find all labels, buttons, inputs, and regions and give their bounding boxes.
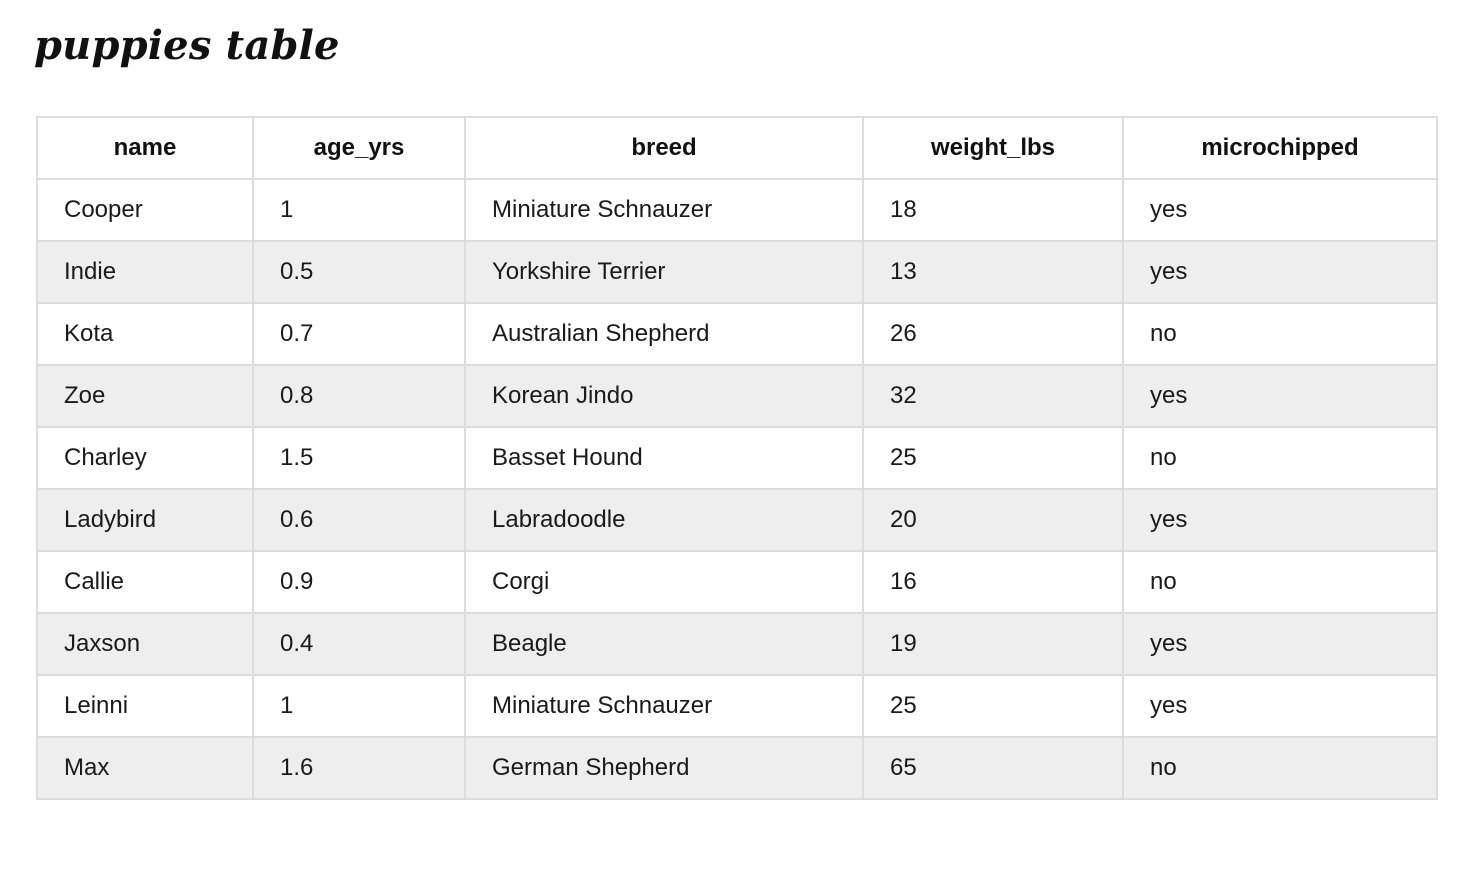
table-row: Max 1.6 German Shepherd 65 no (36, 736, 1438, 800)
cell-name: Charley (36, 426, 254, 490)
cell-breed: Labradoodle (464, 488, 864, 552)
cell-age-yrs: 1 (252, 674, 466, 738)
column-header-breed: breed (464, 116, 864, 180)
cell-name: Cooper (36, 178, 254, 242)
cell-age-yrs: 1 (252, 178, 466, 242)
cell-name: Max (36, 736, 254, 800)
cell-name: Ladybird (36, 488, 254, 552)
cell-breed: Miniature Schnauzer (464, 674, 864, 738)
cell-weight-lbs: 25 (862, 674, 1124, 738)
cell-microchipped: yes (1122, 488, 1438, 552)
cell-age-yrs: 1.6 (252, 736, 466, 800)
column-header-weight-lbs: weight_lbs (862, 116, 1124, 180)
cell-weight-lbs: 19 (862, 612, 1124, 676)
cell-microchipped: yes (1122, 364, 1438, 428)
column-header-microchipped: microchipped (1122, 116, 1438, 180)
cell-age-yrs: 0.7 (252, 302, 466, 366)
header-row: name age_yrs breed weight_lbs microchipp… (36, 116, 1438, 180)
cell-microchipped: no (1122, 302, 1438, 366)
cell-microchipped: yes (1122, 612, 1438, 676)
cell-weight-lbs: 32 (862, 364, 1124, 428)
cell-microchipped: yes (1122, 674, 1438, 738)
table-row: Leinni 1 Miniature Schnauzer 25 yes (36, 674, 1438, 738)
cell-breed: Basset Hound (464, 426, 864, 490)
cell-breed: German Shepherd (464, 736, 864, 800)
cell-name: Zoe (36, 364, 254, 428)
cell-weight-lbs: 26 (862, 302, 1124, 366)
cell-weight-lbs: 18 (862, 178, 1124, 242)
cell-name: Indie (36, 240, 254, 304)
column-header-name: name (36, 116, 254, 180)
cell-microchipped: no (1122, 426, 1438, 490)
table-row: Ladybird 0.6 Labradoodle 20 yes (36, 488, 1438, 552)
cell-microchipped: no (1122, 736, 1438, 800)
table-row: Charley 1.5 Basset Hound 25 no (36, 426, 1438, 490)
cell-weight-lbs: 13 (862, 240, 1124, 304)
table-row: Indie 0.5 Yorkshire Terrier 13 yes (36, 240, 1438, 304)
cell-name: Callie (36, 550, 254, 614)
page-title: puppies table (34, 22, 340, 69)
cell-breed: Yorkshire Terrier (464, 240, 864, 304)
table-header: name age_yrs breed weight_lbs microchipp… (36, 116, 1438, 180)
cell-microchipped: yes (1122, 240, 1438, 304)
cell-weight-lbs: 20 (862, 488, 1124, 552)
cell-age-yrs: 0.5 (252, 240, 466, 304)
cell-microchipped: yes (1122, 178, 1438, 242)
cell-age-yrs: 1.5 (252, 426, 466, 490)
cell-microchipped: no (1122, 550, 1438, 614)
cell-name: Kota (36, 302, 254, 366)
table-row: Kota 0.7 Australian Shepherd 26 no (36, 302, 1438, 366)
cell-age-yrs: 0.8 (252, 364, 466, 428)
table-body: Cooper 1 Miniature Schnauzer 18 yes Indi… (36, 178, 1438, 800)
cell-breed: Miniature Schnauzer (464, 178, 864, 242)
puppies-table: name age_yrs breed weight_lbs microchipp… (36, 116, 1438, 800)
cell-weight-lbs: 16 (862, 550, 1124, 614)
cell-name: Leinni (36, 674, 254, 738)
cell-breed: Australian Shepherd (464, 302, 864, 366)
cell-breed: Korean Jindo (464, 364, 864, 428)
table-row: Zoe 0.8 Korean Jindo 32 yes (36, 364, 1438, 428)
puppies-table-container: name age_yrs breed weight_lbs microchipp… (36, 116, 1438, 800)
table-row: Callie 0.9 Corgi 16 no (36, 550, 1438, 614)
cell-age-yrs: 0.6 (252, 488, 466, 552)
column-header-age-yrs: age_yrs (252, 116, 466, 180)
cell-age-yrs: 0.9 (252, 550, 466, 614)
cell-weight-lbs: 65 (862, 736, 1124, 800)
table-row: Jaxson 0.4 Beagle 19 yes (36, 612, 1438, 676)
cell-breed: Corgi (464, 550, 864, 614)
cell-name: Jaxson (36, 612, 254, 676)
cell-weight-lbs: 25 (862, 426, 1124, 490)
cell-breed: Beagle (464, 612, 864, 676)
table-row: Cooper 1 Miniature Schnauzer 18 yes (36, 178, 1438, 242)
cell-age-yrs: 0.4 (252, 612, 466, 676)
